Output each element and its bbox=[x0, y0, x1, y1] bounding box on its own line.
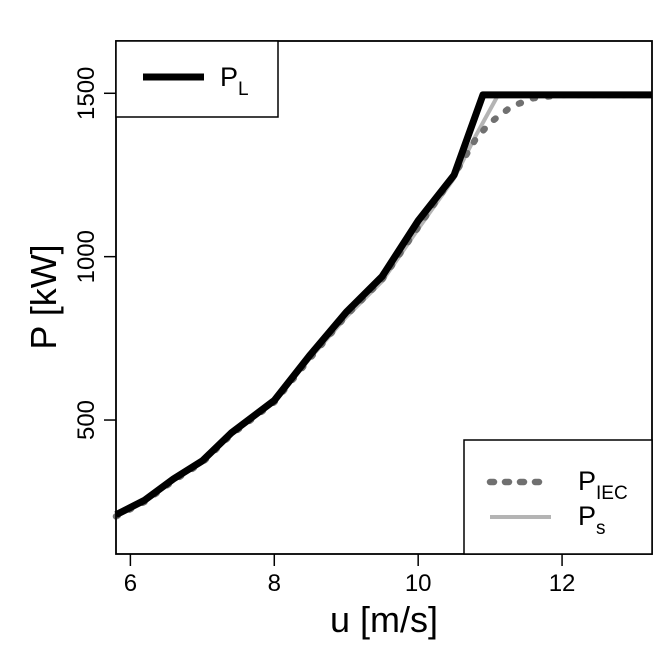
legend-label-ps: Ps bbox=[578, 501, 606, 539]
y-axis: 500 1000 1500 bbox=[73, 67, 116, 440]
y-tick-label: 500 bbox=[73, 400, 100, 440]
legend-top-left: PL bbox=[115, 40, 279, 118]
series-line-p-l bbox=[114, 91, 652, 518]
legend-label-ps-sub: s bbox=[596, 518, 606, 539]
plot-frame bbox=[115, 40, 653, 555]
y-axis-title: P [kW] bbox=[23, 244, 64, 349]
x-tick-label: 10 bbox=[405, 570, 432, 597]
x-tick-label: 6 bbox=[124, 570, 137, 597]
x-axis: 6 8 10 12 bbox=[124, 554, 576, 597]
legend-bottom-right: PIEC Ps bbox=[463, 439, 653, 555]
legend-box bbox=[463, 439, 653, 555]
legend-label-pl-main: P bbox=[220, 62, 238, 92]
x-tick-label: 12 bbox=[549, 570, 576, 597]
series-layer bbox=[112, 91, 656, 520]
legend-label-pl-sub: L bbox=[238, 79, 249, 100]
x-tick-label: 8 bbox=[268, 570, 281, 597]
legend-label-ps-main: P bbox=[578, 501, 596, 531]
y-tick-label: 1500 bbox=[73, 67, 100, 120]
legend-label-piec-sub: IEC bbox=[596, 483, 628, 504]
y-tick-label: 1000 bbox=[73, 230, 100, 283]
x-axis-title: u [m/s] bbox=[330, 599, 438, 640]
legend-label-pl: PL bbox=[220, 62, 249, 100]
legend-label-piec: PIEC bbox=[578, 466, 628, 504]
legend-label-piec-main: P bbox=[578, 466, 596, 496]
